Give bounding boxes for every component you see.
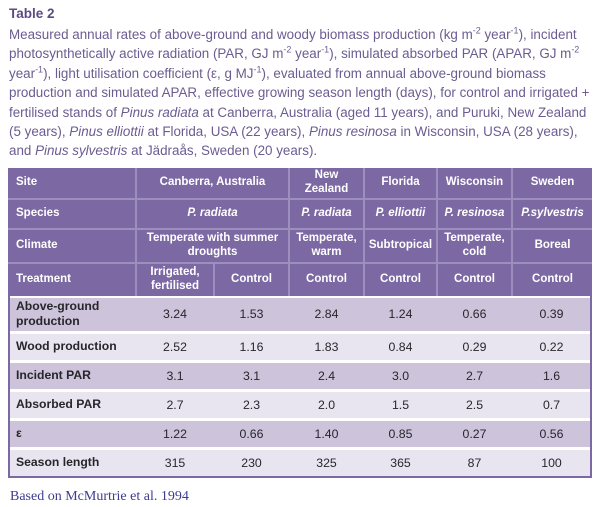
cell-value: 2.5 <box>465 397 484 412</box>
cell-value: 3.1 <box>166 368 184 383</box>
cell-value: 0.66 <box>462 307 487 322</box>
header-site-canberra: Canberra, Australia <box>137 167 288 198</box>
cell-value: 0.27 <box>462 426 487 441</box>
row-label: ε <box>16 426 22 441</box>
cell-value: 87 <box>467 455 482 470</box>
cell-value: 315 <box>164 455 186 470</box>
header-treatment-canberra-control: Control <box>215 263 288 296</box>
cell-value: 0.85 <box>388 426 413 441</box>
cell-value: 1.40 <box>314 426 339 441</box>
header-species-wisconsin: P. resinosa <box>438 199 511 228</box>
header-species-canberra: P. radiata <box>137 199 288 228</box>
cell-value: 2.4 <box>317 368 336 383</box>
header-treatment-new-zealand: Control <box>290 263 363 296</box>
cell-value: 0.56 <box>539 426 564 441</box>
row-label: Season length <box>16 455 100 470</box>
row-label: Above-ground production <box>16 299 100 329</box>
header-species-label: Species <box>8 199 135 228</box>
cell-value: 1.6 <box>542 368 561 383</box>
cell-value: 2.52 <box>163 339 187 354</box>
row-label: Absorbed PAR <box>16 397 102 412</box>
cell-value: 2.7 <box>465 368 484 383</box>
table-row-incident-par: Incident PAR 3.1 3.1 2.4 3.0 2.7 1.6 <box>10 362 590 389</box>
header-treatment-label: Treatment <box>8 263 135 296</box>
cell-value: 365 <box>390 455 411 470</box>
header-site-label: Site <box>8 167 135 198</box>
header-species-new-zealand: P. radiata <box>290 199 363 228</box>
table-row-epsilon: ε 1.22 0.66 1.40 0.85 0.27 0.56 <box>10 420 590 447</box>
cell-value: 0.22 <box>539 339 564 354</box>
source-note: Based on McMurtrie et al. 1994 <box>10 488 189 504</box>
cell-value: 0.84 <box>388 339 413 354</box>
header-site-new-zealand: New Zealand <box>290 167 363 198</box>
header-treatment-canberra-irrigated: Irrigated, fertilised <box>137 263 213 296</box>
cell-value: 1.24 <box>388 307 413 322</box>
cell-value: 3.0 <box>391 368 410 383</box>
table-row-season-length: Season length 315 230 325 365 87 100 <box>10 449 590 476</box>
cell-value: 0.66 <box>239 426 264 441</box>
cell-value: 1.5 <box>391 397 410 412</box>
cell-value: 1.53 <box>239 307 264 322</box>
header-climate-wisconsin: Temperate, cold <box>438 229 511 262</box>
cell-value: 3.24 <box>163 307 187 322</box>
cell-value: 2.0 <box>317 397 336 412</box>
header-site-sweden: Sweden <box>513 167 592 198</box>
cell-value: 100 <box>541 455 562 470</box>
cell-value: 2.84 <box>314 307 339 322</box>
table-row-absorbed-par: Absorbed PAR 2.7 2.3 2.0 1.5 2.5 0.7 <box>10 391 590 418</box>
table-header: Site Canberra, Australia New Zealand Flo… <box>8 167 592 296</box>
header-species-florida: P. elliottii <box>365 199 436 228</box>
header-site-wisconsin: Wisconsin <box>438 167 511 198</box>
cell-value: 2.3 <box>242 397 261 412</box>
table-row-above-ground-production: Above-ground production 3.24 1.53 2.84 1… <box>10 297 590 331</box>
header-treatment-wisconsin: Control <box>438 263 511 296</box>
table-row-wood-production: Wood production 2.52 1.16 1.83 0.84 0.29… <box>10 333 590 360</box>
cell-value: 230 <box>241 455 262 470</box>
table-body: Above-ground production 3.24 1.53 2.84 1… <box>8 295 592 478</box>
header-treatment-sweden: Control <box>513 263 592 296</box>
row-label: Wood production <box>16 339 117 354</box>
cell-value: 1.16 <box>239 339 264 354</box>
header-climate-label: Climate <box>8 229 135 262</box>
header-treatment-florida: Control <box>365 263 436 296</box>
cell-value: 0.39 <box>539 307 564 322</box>
row-label: Incident PAR <box>16 368 91 383</box>
data-table: Site Canberra, Australia New Zealand Flo… <box>8 167 592 478</box>
cell-value: 2.7 <box>166 397 184 412</box>
cell-value: 1.22 <box>163 426 187 441</box>
table-title: Table 2 <box>9 6 55 21</box>
cell-value: 0.7 <box>542 397 561 412</box>
table-caption: Measured annual rates of above-ground an… <box>9 25 590 159</box>
cell-value: 1.83 <box>314 339 339 354</box>
cell-value: 3.1 <box>242 368 261 383</box>
header-climate-sweden: Boreal <box>513 229 592 262</box>
cell-value: 325 <box>316 455 337 470</box>
header-site-florida: Florida <box>365 167 436 198</box>
header-climate-florida: Subtropical <box>365 229 436 262</box>
header-species-sweden: P.sylvestris <box>513 199 592 228</box>
header-climate-new-zealand: Temperate, warm <box>290 229 363 262</box>
cell-value: 0.29 <box>462 339 487 354</box>
header-climate-canberra: Temperate with summer droughts <box>137 229 288 262</box>
